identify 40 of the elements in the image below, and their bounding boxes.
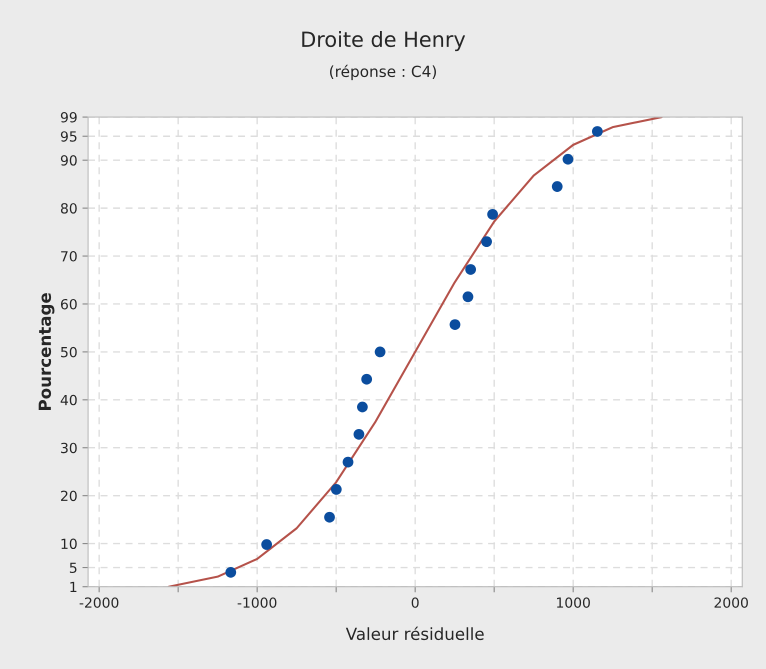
chart-subtitle: (réponse : C4)	[330, 64, 436, 80]
point	[261, 539, 272, 550]
x-tick-label: -1000	[238, 597, 276, 608]
point	[465, 264, 476, 275]
point	[354, 428, 364, 440]
point	[342, 456, 354, 468]
point	[330, 484, 342, 495]
y-tick-label: 90	[60, 155, 77, 166]
point	[562, 154, 574, 165]
point	[487, 208, 498, 220]
y-tick-label: 5	[70, 562, 76, 574]
y-tick-label: 95	[60, 131, 76, 142]
y-tick-label: 50	[61, 346, 77, 358]
point	[374, 346, 386, 358]
point	[324, 512, 335, 523]
point	[552, 181, 563, 192]
x-tick-label: -2000	[80, 597, 118, 608]
y-tick-label: 99	[60, 112, 77, 123]
y-tick-label: 40	[60, 394, 77, 406]
y-tick-label: 10	[62, 538, 77, 550]
point	[462, 291, 474, 302]
x-tick-label: 2000	[714, 597, 748, 608]
y-tick-label: 20	[61, 490, 77, 502]
y-tick-label: 60	[60, 298, 77, 310]
y-tick-label: 70	[61, 251, 77, 262]
chart-title: Droite de Henry	[302, 31, 466, 52]
x-tick-label: 1000	[557, 597, 590, 608]
line-series	[168, 117, 663, 587]
y-axis-title: Pourcentage	[38, 293, 54, 410]
point	[225, 566, 236, 578]
point	[357, 402, 368, 412]
point	[450, 319, 460, 330]
y-tick-label: 80	[60, 203, 77, 214]
x-axis-title: Valeur résiduelle	[346, 626, 484, 640]
point	[592, 126, 603, 137]
point	[481, 236, 492, 248]
y-tick-label: 30	[61, 442, 77, 454]
x-tick-label: 0	[412, 597, 419, 608]
y-tick-label: 1	[70, 582, 76, 592]
point	[361, 374, 372, 385]
